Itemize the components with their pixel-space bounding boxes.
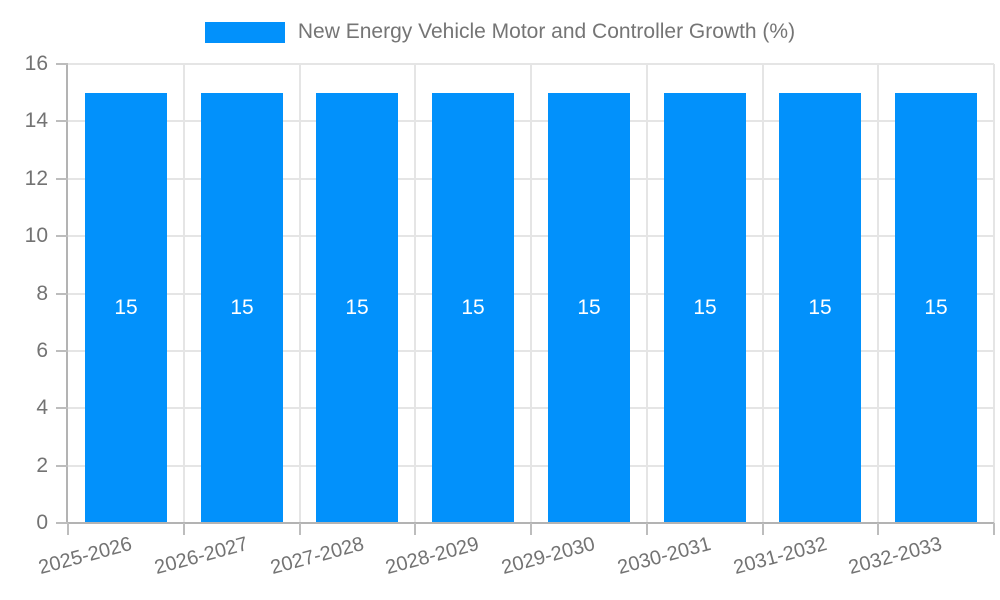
y-tick-label: 10 (24, 224, 48, 248)
x-tick-label: 2025-2026 (36, 533, 135, 580)
bar-value-label: 15 (230, 295, 254, 319)
y-axis-tick (56, 464, 68, 467)
bar[interactable]: 15 (316, 92, 398, 523)
x-axis-tick (67, 523, 69, 535)
y-tick-label: 14 (24, 109, 48, 133)
v-gridline (645, 64, 648, 523)
x-axis-tick (298, 523, 301, 535)
legend-label: New Energy Vehicle Motor and Controller … (297, 20, 796, 43)
bar[interactable]: 15 (432, 92, 514, 523)
y-axis-tick (56, 292, 68, 295)
v-gridline (761, 64, 764, 523)
y-tick-label: 6 (36, 338, 48, 362)
v-gridline (298, 64, 301, 523)
y-axis-tick (56, 177, 68, 180)
y-tick-label: 0 (36, 511, 48, 534)
y-axis-tick (56, 349, 68, 352)
x-tick-label: 2026-2027 (152, 533, 251, 580)
x-axis-tick (645, 523, 648, 535)
y-axis-tick (56, 522, 68, 524)
bar-value-label: 15 (345, 295, 369, 319)
bar-value-label: 15 (808, 295, 832, 319)
x-tick-label: 2030-2031 (615, 533, 714, 580)
x-tick-label: 2027-2028 (267, 533, 367, 580)
x-tick-label: 2029-2030 (499, 533, 598, 580)
x-axis-tick (877, 523, 880, 535)
x-axis-tick (993, 523, 995, 535)
x-tick-label: 2032-2033 (846, 533, 945, 580)
y-axis-tick (56, 407, 68, 410)
y-tick-label: 16 (24, 52, 48, 75)
bar[interactable]: 15 (895, 92, 977, 523)
bar[interactable]: 15 (664, 92, 746, 523)
bar-value-label: 15 (577, 295, 601, 319)
y-axis-tick (56, 235, 68, 238)
x-axis-tick (414, 523, 417, 535)
bar[interactable]: 15 (85, 92, 167, 523)
x-tick-label: 2031-2032 (730, 533, 830, 580)
v-gridline (182, 64, 185, 523)
bar[interactable]: 15 (548, 92, 630, 523)
bar[interactable]: 15 (201, 92, 283, 523)
plot-area: 15 15 15 15 15 15 15 15 (68, 63, 995, 523)
v-gridline (993, 64, 995, 523)
bar-value-label: 15 (461, 295, 485, 319)
bar[interactable]: 15 (779, 92, 861, 523)
legend-swatch (204, 21, 285, 43)
legend-item[interactable]: New Energy Vehicle Motor and Controller … (0, 14, 1000, 50)
bar-value-label: 15 (924, 295, 948, 319)
y-tick-label: 2 (36, 453, 48, 477)
y-tick-label: 4 (36, 396, 48, 420)
x-axis-tick (761, 523, 764, 535)
y-axis-tick (56, 63, 68, 65)
bar-value-label: 15 (114, 295, 138, 319)
x-axis-tick (182, 523, 185, 535)
v-gridline (530, 64, 532, 523)
y-axis-tick (56, 120, 68, 123)
bar-value-label: 15 (693, 295, 717, 319)
y-tick-label: 8 (36, 281, 48, 305)
v-gridline (414, 64, 417, 523)
y-tick-label: 12 (24, 166, 48, 190)
x-axis-tick (530, 523, 532, 535)
v-gridline (877, 64, 880, 523)
x-tick-label: 2028-2029 (383, 533, 482, 580)
